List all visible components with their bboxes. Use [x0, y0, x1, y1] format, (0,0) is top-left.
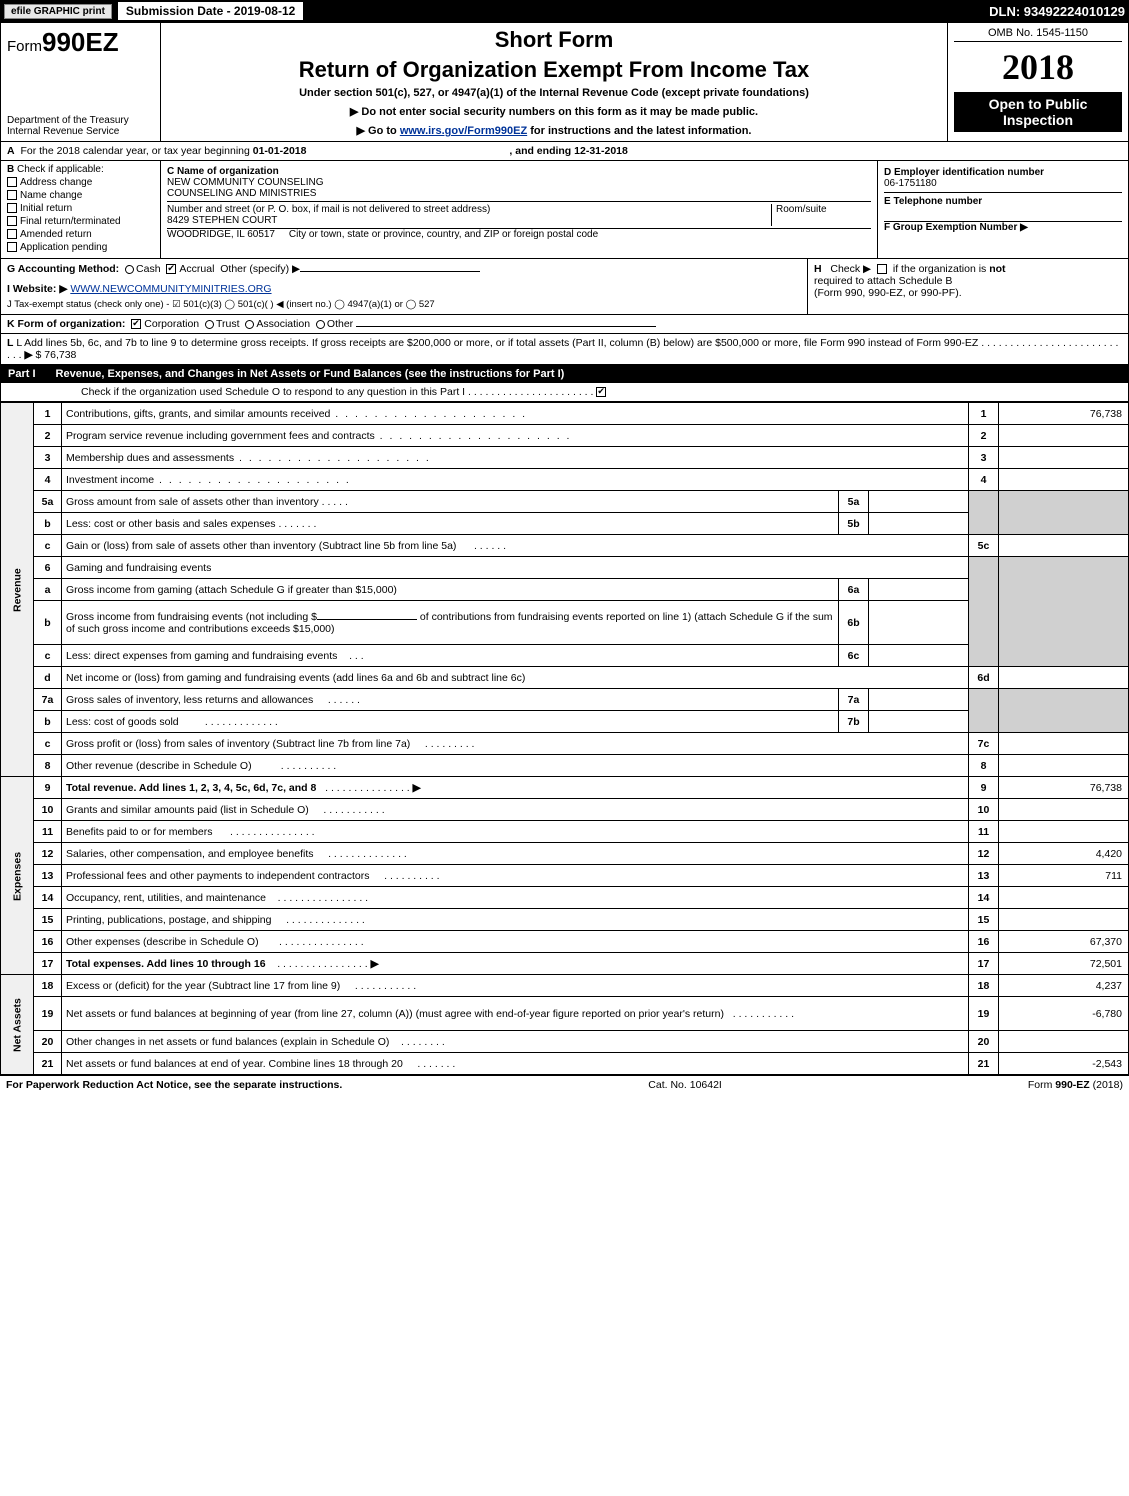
- line-17-value: 72,501: [999, 953, 1129, 975]
- section-b-grid: B Check if applicable: Address change Na…: [0, 161, 1129, 259]
- website-link[interactable]: WWW.NEWCOMMUNITYMINITRIES.ORG: [70, 283, 271, 295]
- org-name-2: COUNSELING AND MINISTRIES: [167, 188, 316, 199]
- line-1-value: 76,738: [999, 403, 1129, 425]
- line-21-value: -2,543: [999, 1053, 1129, 1075]
- org-city: WOODRIDGE, IL 60517: [167, 229, 275, 240]
- radio-cash[interactable]: [125, 265, 134, 274]
- part-1-check: Check if the organization used Schedule …: [0, 383, 1129, 402]
- line-9-value: 76,738: [999, 777, 1129, 799]
- revenue-label: Revenue: [1, 403, 34, 777]
- line-g-h: G Accounting Method: Cash Accrual Other …: [0, 259, 1129, 315]
- room-suite: Room/suite: [771, 204, 871, 226]
- dln-number: DLN: 93492224010129: [989, 4, 1125, 19]
- radio-trust[interactable]: [205, 320, 214, 329]
- short-form-title: Short Form: [167, 27, 941, 53]
- check-schedule-o[interactable]: [596, 387, 606, 397]
- open-to-public: Open to Public Inspection: [954, 92, 1122, 132]
- irs-link[interactable]: www.irs.gov/Form990EZ: [400, 125, 527, 137]
- header-note-2: ▶ Go to www.irs.gov/Form990EZ for instru…: [167, 124, 941, 137]
- header-subtitle: Under section 501(c), 527, or 4947(a)(1)…: [167, 87, 941, 99]
- check-address-change[interactable]: Address change: [7, 177, 154, 188]
- line-19-value: -6,780: [999, 997, 1129, 1031]
- footer: For Paperwork Reduction Act Notice, see …: [0, 1075, 1129, 1094]
- line-13-value: 711: [999, 865, 1129, 887]
- check-schedule-b[interactable]: [877, 264, 887, 274]
- header-note-1: ▶ Do not enter social security numbers o…: [167, 105, 941, 118]
- line-l-amount: $ 76,738: [36, 349, 77, 361]
- check-accrual[interactable]: [166, 264, 176, 274]
- submission-date: Submission Date - 2019-08-12: [118, 2, 303, 20]
- footer-left: For Paperwork Reduction Act Notice, see …: [6, 1079, 342, 1091]
- radio-assoc[interactable]: [245, 320, 254, 329]
- check-name-change[interactable]: Name change: [7, 190, 154, 201]
- line-l: L L Add lines 5b, 6c, and 7b to line 9 t…: [0, 334, 1129, 365]
- print-button[interactable]: efile GRAPHIC print: [4, 4, 112, 19]
- ein: 06-1751180: [884, 178, 937, 189]
- form-header: Form990EZ Department of the Treasury Int…: [0, 22, 1129, 142]
- form-number: Form990EZ: [7, 27, 154, 58]
- topbar: efile GRAPHIC print Submission Date - 20…: [0, 0, 1129, 22]
- check-final-return[interactable]: Final return/terminated: [7, 216, 154, 227]
- radio-other-org[interactable]: [316, 320, 325, 329]
- org-name-1: NEW COMMUNITY COUNSELING: [167, 177, 324, 188]
- line-16-value: 67,370: [999, 931, 1129, 953]
- tax-year: 2018: [954, 46, 1122, 88]
- footer-catno: Cat. No. 10642I: [648, 1079, 722, 1091]
- check-initial-return[interactable]: Initial return: [7, 203, 154, 214]
- omb-number: OMB No. 1545-1150: [954, 27, 1122, 42]
- return-title: Return of Organization Exempt From Incom…: [167, 57, 941, 83]
- check-corp[interactable]: [131, 319, 141, 329]
- check-application-pending[interactable]: Application pending: [7, 242, 154, 253]
- expenses-label: Expenses: [1, 777, 34, 975]
- line-j: J Tax-exempt status (check only one) - ☑…: [7, 299, 801, 310]
- footer-form: Form 990-EZ (2018): [1028, 1079, 1123, 1091]
- line-k: K Form of organization: Corporation Trus…: [0, 315, 1129, 334]
- org-street: 8429 STEPHEN COURT: [167, 215, 277, 226]
- dept-treasury: Department of the Treasury Internal Reve…: [7, 115, 154, 137]
- part-1-table: Revenue 1 Contributions, gifts, grants, …: [0, 402, 1129, 1075]
- part-1-header: Part I Revenue, Expenses, and Changes in…: [0, 365, 1129, 383]
- netassets-label: Net Assets: [1, 975, 34, 1075]
- line-12-value: 4,420: [999, 843, 1129, 865]
- line-a: A For the 2018 calendar year, or tax yea…: [0, 142, 1129, 161]
- check-amended-return[interactable]: Amended return: [7, 229, 154, 240]
- line-18-value: 4,237: [999, 975, 1129, 997]
